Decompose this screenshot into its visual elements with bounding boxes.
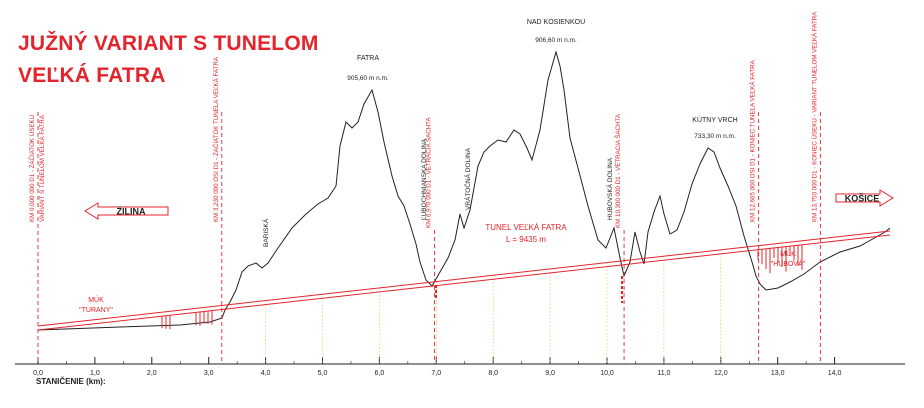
road-alignment-upper [37,230,891,327]
station-label: KM 12,665 000 OSI D1 - KONIEC TUNELA VEĽ… [750,59,757,222]
station-markers: KM 0,000 000 D1 - ZAČIATOK ÚSEKU VARIANT … [29,11,821,364]
peak-name: KÚTNY VRCH [692,115,737,124]
bridge-label-hubova-2: "HUBOVÁ" [771,259,806,268]
peak-elevation: 905,60 m n.m. [347,75,389,82]
arrow-right-icon [835,189,894,207]
station-marker: KM 0,000 000 D1 - ZAČIATOK ÚSEKU VARIANT … [29,112,46,364]
terrain-profile-line [37,50,891,331]
station-marker: KM 3,230 000 OSI D1 - ZAČIATOK TUNELA VE… [213,56,223,364]
bridge-label-turany-2: "TURANY" [79,307,113,314]
axis-tick-label: 0,0 [33,370,43,377]
station-marker: KM 10,300 000 D1 - VETRACIA ŠACHTA [615,113,625,364]
station-label: KM 6,970 000 D1 - VETRACIA ŠACHTA [426,117,433,228]
road-alignment-lower [37,234,891,331]
diagram-title-line1: JUŽNÝ VARIANT S TUNELOM [18,32,319,55]
bridge-label-turany-1: MÚK [88,295,104,304]
bridge-label-hubova-1: MÚK [780,249,796,258]
axis-tick-label: 13,0 [771,370,785,377]
bridge-piers [161,244,803,330]
diagram-title-line2: VEĽKÁ FATRA [18,64,166,87]
station-label-2: VARIANT S TUNELOM VEĽKÁ FATRA [39,114,46,222]
axis-tick-label: 7,0 [431,370,441,377]
station-label: KM 3,230 000 OSI D1 - ZAČIATOK TUNELA VE… [213,56,220,222]
station-label: KM 13,750 000 D1 - KONIEC ÚSEKU - VARIAN… [811,11,818,222]
station-marker: KM 13,750 000 D1 - KONIEC ÚSEKU - VARIAN… [811,11,821,364]
tunnel-name: TUNEL VEĽKÁ FATRA [485,223,567,232]
tunnel-length: L = 9435 m [506,235,546,244]
vertical-gridlines [265,249,722,364]
peak-elevation: 906,60 m n.m. [535,37,577,44]
axis-tick-label: 6,0 [375,370,385,377]
peak-label-fatra: FATRA 905,60 m n.m. [347,55,389,82]
axis-tick-label: 9,0 [545,370,555,377]
axis-label: STANIČENIE (km): [36,377,106,386]
valley-label-vratocna: VRÁTOČNÁ DOLINA [463,147,472,210]
axis-tick-label: 4,0 [261,370,271,377]
station-marker: KM 6,970 000 D1 - VETRACIA ŠACHTA [426,117,436,364]
peak-label-kutny-vrch: KÚTNY VRCH 733,30 m n.m. [692,115,737,140]
valley-label-bariska: BARISKÁ [261,218,270,247]
direction-label-left: ŽILINA [117,206,146,217]
axis-tick-label: 5,0 [318,370,328,377]
axis-tick-label: 3,0 [204,370,214,377]
peak-label-nad-kosienkou: NAD KOSIENKOU 906,60 m n.m. [527,19,585,44]
direction-kosice: KOŠICE [835,189,894,207]
direction-label-right: KOŠICE [845,193,880,204]
valley-label-hubovska: HUBOVSKÁ DOLINA [605,157,614,220]
axis-tick-label: 2,0 [147,370,157,377]
station-label: KM 10,300 000 D1 - VETRACIA ŠACHTA [615,113,622,228]
axis-tick-label: 11,0 [657,370,670,377]
peak-name: FATRA [357,55,379,62]
valley-label-lubochnianska: ĽUBOCHNIANSKA DOLINA [421,138,428,220]
axis-tick-label: 14,0 [828,370,842,377]
direction-zilina: ŽILINA [84,202,169,220]
peak-name: NAD KOSIENKOU [527,19,585,26]
axis-tick-label: 1,0 [90,370,100,377]
arrow-left-icon [84,202,169,220]
station-marker: KM 12,665 000 OSI D1 - KONIEC TUNELA VEĽ… [750,59,760,364]
axis-tick-label: 12,0 [714,370,728,377]
axis-tick-labels: 0,0 1,0 2,0 3,0 4,0 5,0 6,0 7,0 8,0 9,0 10,0 11,0 12… [33,370,841,377]
axis-tick-label: 10,0 [600,370,614,377]
station-label: KM 0,000 000 D1 - ZAČIATOK ÚSEKU [29,115,36,222]
axis-tick-label: 8,0 [488,370,498,377]
peak-elevation: 733,30 m n.m. [694,133,736,140]
